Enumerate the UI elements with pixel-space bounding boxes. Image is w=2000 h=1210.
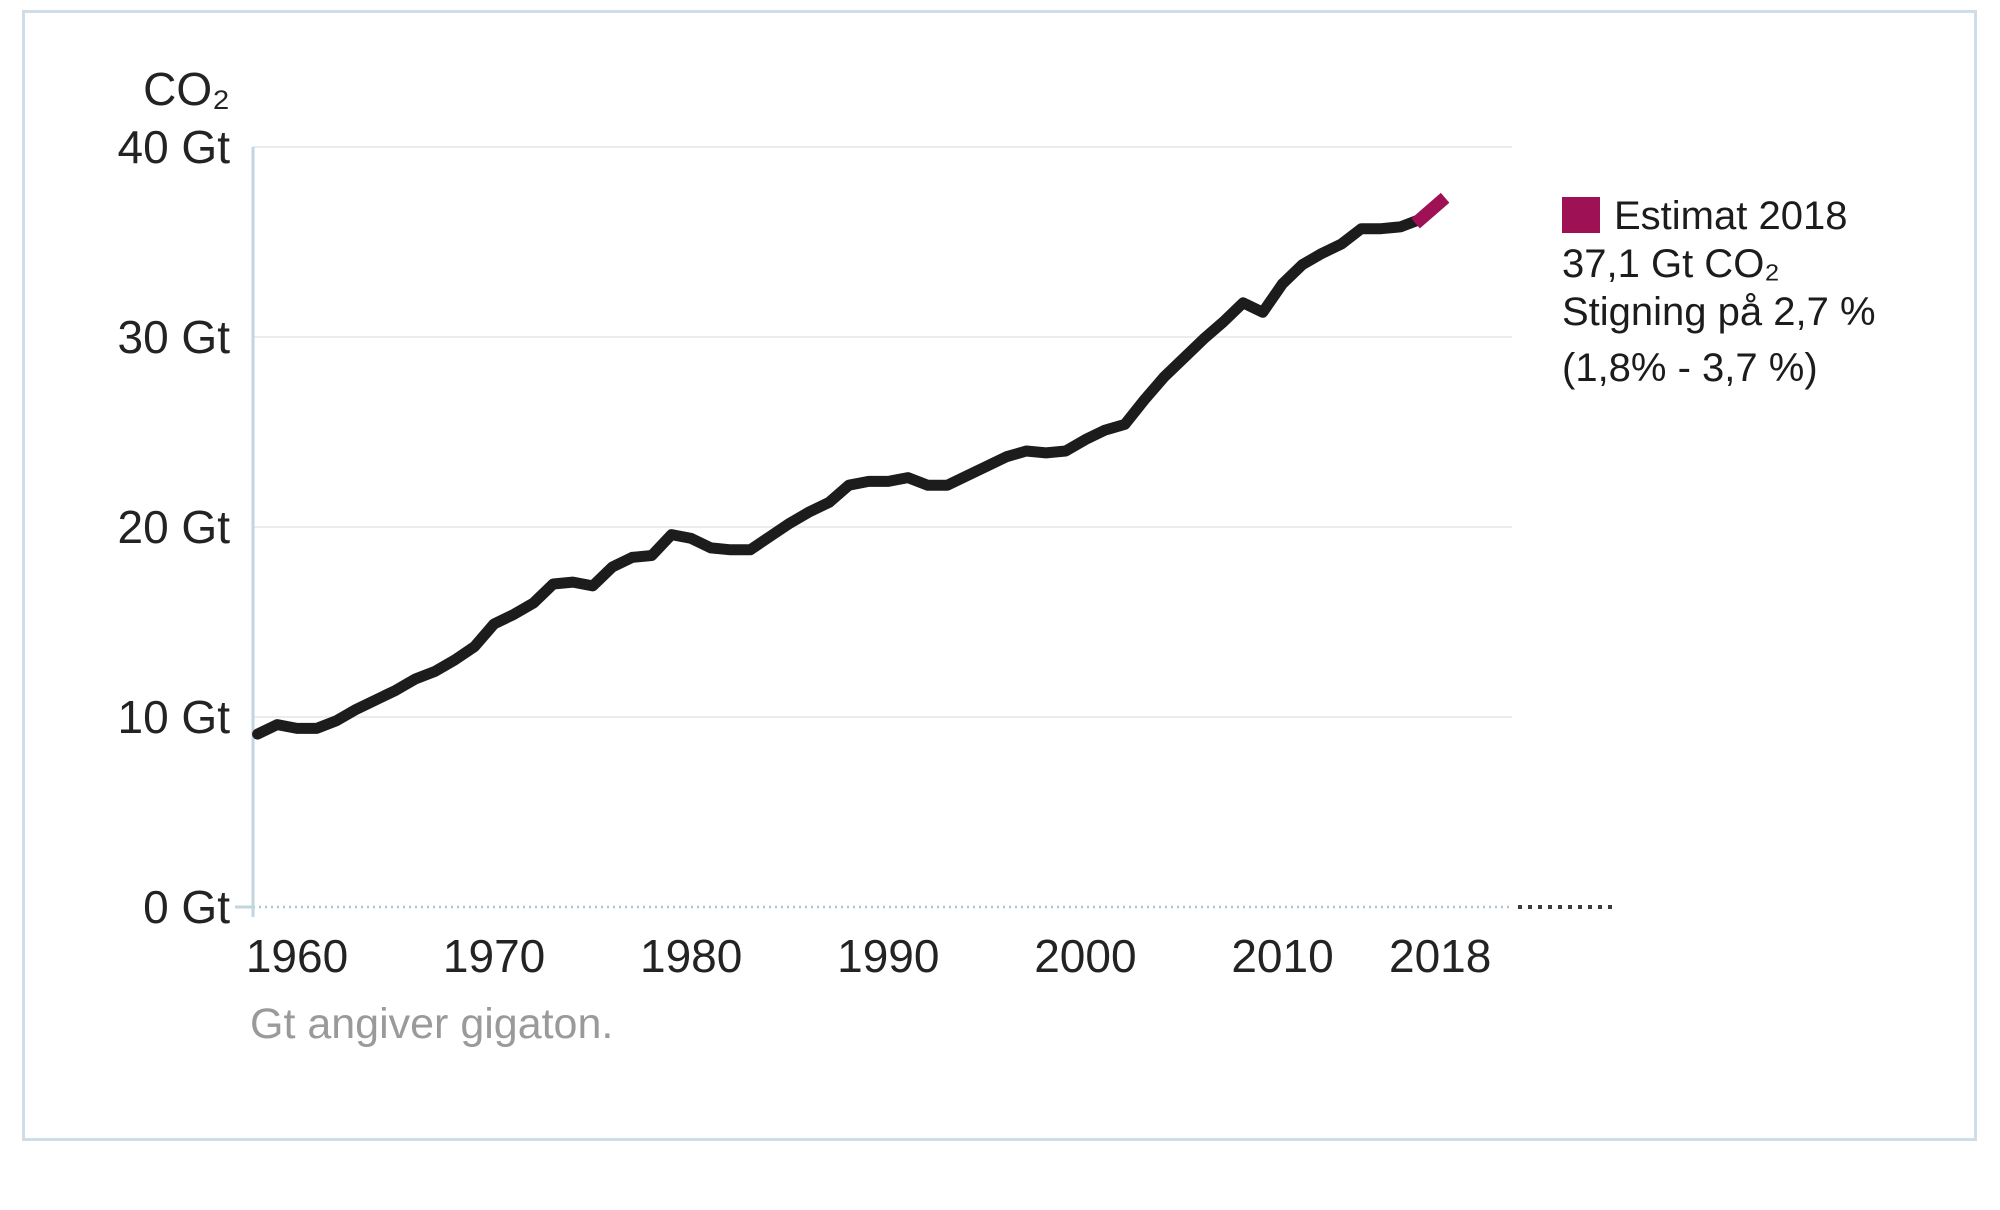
y-axis-unit-label: CO₂ [143, 63, 230, 115]
x-tick-label: 2010 [1231, 930, 1334, 982]
y-tick-label: 20 Gt [117, 501, 230, 553]
gridlines [253, 146, 1512, 718]
x-tick-label: 1990 [837, 930, 940, 982]
legend: Estimat 2018 37,1 Gt CO₂ Stigning på 2,7… [1562, 192, 1876, 392]
legend-swatch-icon [1562, 197, 1600, 233]
legend-range: (1,8% - 3,7 %) [1562, 346, 1818, 390]
legend-title: Estimat 2018 [1614, 194, 1848, 238]
page-frame [22, 10, 1977, 1141]
y-tick-label: 40 Gt [117, 121, 230, 173]
legend-value: 37,1 Gt CO₂ [1562, 242, 1780, 286]
y-tick-label: 0 Gt [143, 881, 230, 933]
x-tick-label: 1960 [245, 930, 349, 982]
y-tick-label: 10 Gt [117, 691, 230, 743]
emissions-line [252, 213, 1426, 740]
x-tick-label: 2018 [1389, 930, 1492, 982]
legend-row-estimate: Estimat 2018 [1562, 192, 1876, 240]
x-tick-label: 1980 [640, 930, 743, 982]
y-tick-label: 30 Gt [117, 311, 230, 363]
x-tick-label: 2000 [1034, 930, 1137, 982]
estimate-2018-segment [1411, 192, 1450, 229]
x-tick-label: 1970 [442, 930, 546, 982]
legend-increase: Stigning på 2,7 % [1562, 290, 1876, 334]
footnote: Gt angiver gigaton. [250, 1000, 614, 1048]
